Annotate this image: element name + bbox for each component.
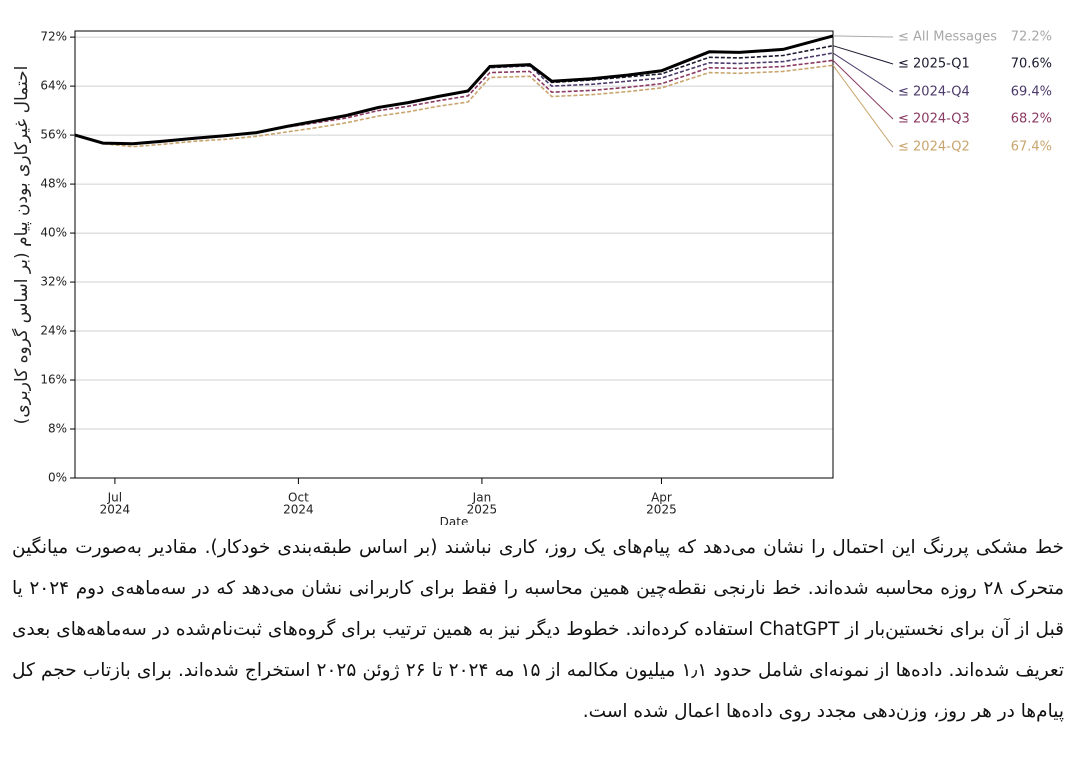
y-tick-label: 48% [40, 177, 67, 191]
x-tick-label: Apr [651, 491, 672, 505]
y-tick-label: 72% [40, 30, 67, 44]
y-tick-label: 24% [40, 324, 67, 338]
legend-label: ≤ 2025-Q1 [898, 57, 970, 72]
leader-line [832, 60, 894, 120]
y-tick-label: 40% [40, 226, 67, 240]
end-value-label: 72.2% [1011, 30, 1052, 45]
leader-line [832, 45, 894, 65]
x-tick-year: 2024 [100, 503, 131, 517]
series-line [74, 64, 834, 148]
caption: خط مشکی پررنگ این احتمال را نشان می‌دهد … [12, 537, 1065, 722]
y-tick-label: 32% [40, 275, 67, 289]
plot-frame [74, 30, 834, 479]
x-tick-year: 2025 [467, 503, 498, 517]
x-tick-year: 2024 [283, 503, 314, 517]
x-tick-label: Jul [107, 491, 122, 505]
legend-label: ≤ 2024-Q4 [898, 85, 970, 100]
end-value-label: 70.6% [1011, 57, 1052, 72]
y-tick-label: 16% [40, 373, 67, 387]
leader-line [832, 64, 894, 148]
y-tick-label: 0% [48, 471, 67, 485]
leader-line [832, 35, 894, 38]
y-tick-label: 64% [40, 79, 67, 93]
legend-label: ≤ 2024-Q2 [898, 140, 970, 155]
x-tick-year: 2025 [646, 503, 677, 517]
y-axis-label: احتمال غیرکاری بودن پیام (بر اساس گروه ک… [11, 66, 32, 425]
end-value-label: 69.4% [1011, 85, 1052, 100]
x-tick-label: Jan [472, 491, 492, 505]
series-line [74, 34, 834, 146]
leader-line [832, 52, 894, 93]
series-line [74, 59, 834, 145]
legend-label: ≤ All Messages [898, 30, 997, 45]
legend-label: ≤ 2024-Q3 [898, 112, 970, 127]
end-value-label: 68.2% [1011, 112, 1052, 127]
series-line [74, 52, 834, 145]
end-value-label: 67.4% [1011, 140, 1052, 155]
x-tick-label: Oct [288, 491, 309, 505]
x-axis-label: Date [440, 515, 469, 525]
y-tick-label: 8% [48, 422, 67, 436]
y-tick-label: 56% [40, 128, 67, 142]
chart: احتمال غیرکاری بودن پیام (بر اساس گروه ک… [11, 30, 1052, 526]
